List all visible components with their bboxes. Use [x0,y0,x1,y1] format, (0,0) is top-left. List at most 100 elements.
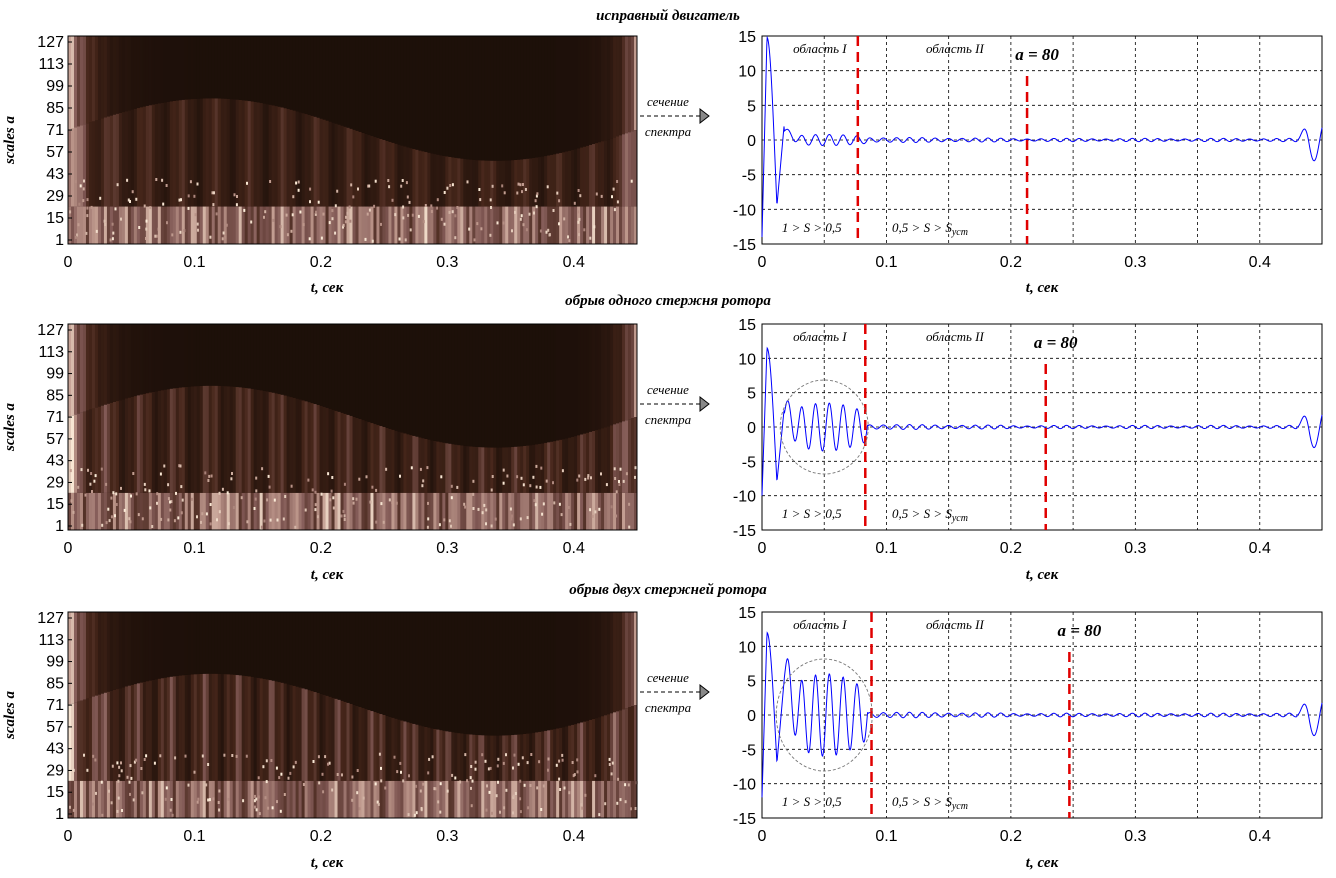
spectrogram-cell [379,36,383,140]
spectrogram-cell [304,36,308,115]
spectrogram-speckle [263,519,266,523]
spectrogram-speckle [368,184,371,188]
spectrogram-speckle [120,761,122,765]
spectrogram-cell [538,36,542,158]
spectrogram-speckle [612,187,615,191]
spectrogram-cell [574,36,578,150]
spectrogram-cell [451,732,455,781]
spectrogram-cell [565,36,569,152]
spectrogram-cell [259,492,264,530]
spectrogram-speckle [218,491,221,495]
spectrogram-cell [217,780,222,818]
spectrogram-speckle [227,522,230,526]
spectrogram-cell [523,206,527,244]
spectrogram-cell [424,780,428,818]
spectrogram-cell [628,36,632,133]
spectrogram-cell [517,206,521,244]
spectrogram-cell [76,701,81,781]
spectrogram-speckle [322,212,325,216]
spectrogram-speckle [314,508,317,512]
spectrogram-speckle [275,766,278,770]
chart-row-3: обрыв двух стержней ротора11529435771859… [2,582,1323,871]
spectrogram-cell [130,36,135,110]
spectrogram-speckle [576,770,579,774]
spectrogram-speckle [448,210,451,214]
spectrogram-cell [613,137,617,207]
spectrogram-speckle [209,235,212,239]
spectrogram-cell [544,206,548,244]
spectrogram-cell [469,206,473,244]
spectrogram-cell [319,405,323,493]
spectrogram-cell [286,324,291,397]
spectrogram-cell [613,712,617,781]
spectrogram-cell [424,152,428,207]
spectrogram-cell [472,324,476,447]
spectrogram-cell [598,717,602,781]
spectrogram-speckle [373,204,376,208]
spectrogram-cell [385,780,389,818]
spectrogram-cell [334,206,338,244]
spectrogram-speckle [519,810,522,814]
spectrogram-speckle [558,199,561,203]
arrow-label-top: сечение [647,670,689,685]
spectrogram-cell [391,780,395,818]
spectrogram-cell [298,492,302,530]
spectrogram-cell [628,324,632,420]
spectrogram-speckle [581,806,584,810]
spectrogram-speckle [324,755,327,759]
spectrogram-cell [583,780,587,818]
spectrogram-cell [580,722,584,781]
spectrogram-cell [604,324,608,428]
arrow-label-top: сечение [647,382,689,397]
spectrogram-cell [82,206,87,244]
spectrogram-speckle [200,520,202,524]
spectrogram-cell [325,36,329,121]
spectrogram-cell [487,324,491,448]
spectrogram-cell [571,436,575,493]
spectrogram-cell [88,492,93,530]
spectrogram-speckle [156,492,159,496]
spectrogram-cell [589,780,593,818]
spectrogram-cell [487,447,491,493]
spectrogram-cell [349,324,353,416]
spectrogram-cell [217,324,222,386]
spectrogram-cell [517,446,521,493]
spectrogram-cell [223,612,228,675]
spectrogram-cell [415,612,419,725]
spectrogram-cell [454,612,458,733]
spectrogram-speckle [454,236,457,240]
spectrogram-cell [514,36,518,160]
spectrogram-cell [529,158,533,207]
spectrogram [67,611,638,819]
spectrogram-cell [367,492,371,530]
spectrogram-cell [277,492,282,530]
spectrogram-speckle [183,229,186,233]
spectrogram-cell [106,206,111,244]
spectrogram-cell [73,612,78,703]
spectrogram-cell [553,441,557,493]
spectrogram-speckle [454,214,457,218]
spectrogram-cell [202,780,207,818]
spectrogram-cell [68,206,72,244]
spectrogram-cell [68,36,72,130]
spectrogram-cell [487,780,491,818]
spectrogram-cell [145,612,150,682]
spectrogram-cell [400,720,404,781]
spectrogram-cell [253,36,258,102]
spectrogram-cell [442,324,446,443]
spectrogram-cell [289,36,293,110]
spectrogram-cell [415,492,419,530]
spectrogram-cell [343,612,347,702]
spectrogram-cell [68,492,72,530]
spectrogram-cell [427,492,431,530]
spectrogram-cell [190,780,195,818]
spectrogram-cell [268,104,273,207]
spectrogram-cell [331,492,335,530]
spectrogram-cell [508,780,512,818]
spectrogram-cell [187,324,192,387]
spectrogram-cell [448,36,452,157]
spectrogram-cell [538,731,542,781]
spectrogram-cell [334,780,338,818]
spectrogram-cell [631,780,635,818]
spectrogram-cell [364,133,368,207]
